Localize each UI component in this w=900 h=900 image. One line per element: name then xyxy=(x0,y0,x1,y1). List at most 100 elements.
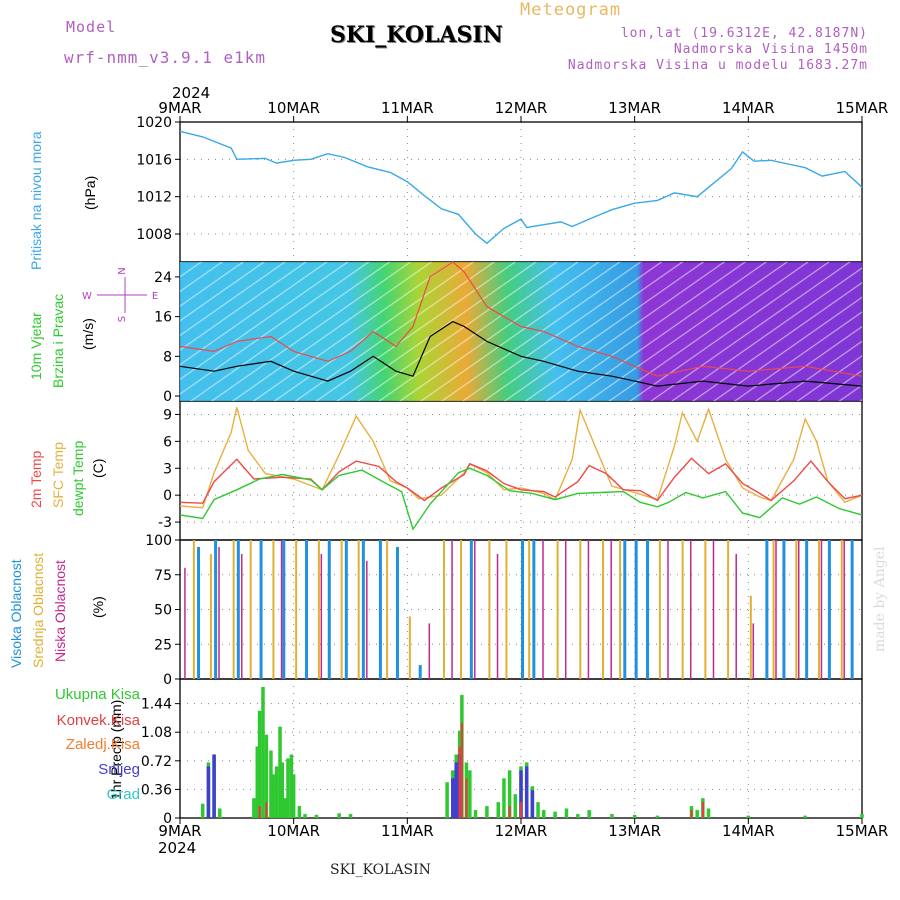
precip-total-bar xyxy=(280,762,285,818)
cloud-mid-bar xyxy=(272,540,275,679)
precip-total-bar xyxy=(297,806,302,818)
precip-total-bar xyxy=(706,808,711,818)
precip-total-bar xyxy=(271,774,275,818)
x-label-bottom: 13MAR xyxy=(608,822,661,840)
cloud-mid-bar xyxy=(840,540,843,679)
temp-frame xyxy=(179,400,863,541)
precip-total-bar xyxy=(536,802,540,818)
precip-total-bar xyxy=(632,814,637,818)
precip-conv-bar xyxy=(458,746,461,818)
footer-station: SKI_KOLASIN xyxy=(330,862,431,878)
precip-conv-bar xyxy=(465,778,468,818)
legend-frozen: Zaledj.Kisa xyxy=(65,736,140,753)
cloud-mid-bar xyxy=(488,540,491,679)
precip-total-bar xyxy=(314,814,319,818)
compass-n: N xyxy=(117,267,128,274)
compass-s: S xyxy=(117,316,128,322)
cloud-mid-bar xyxy=(528,540,531,679)
cloud-high-bar xyxy=(361,540,365,679)
cloud-low-bar xyxy=(797,540,800,679)
precip-total-bar xyxy=(513,794,518,818)
cloud-mid-bar xyxy=(209,553,212,679)
precip-total-bar xyxy=(252,798,256,818)
cloud-mid-bar xyxy=(442,540,445,679)
cloud-high-bar xyxy=(827,540,831,679)
precip-total-bar xyxy=(746,815,751,818)
cloud-low-bar xyxy=(474,540,476,679)
temp-ytick-label: 9 xyxy=(163,407,172,423)
cloud-low-bar xyxy=(366,560,368,679)
x-label-top: 15MAR xyxy=(836,99,889,117)
precip-conv-bar xyxy=(690,810,693,818)
precip-conv-bar xyxy=(460,722,463,818)
precip-snow-bar xyxy=(451,778,455,818)
precip-conv-bar xyxy=(519,802,523,818)
x-label-top: 13MAR xyxy=(608,99,661,117)
legend-total: Ukupna Kisa xyxy=(54,686,140,703)
precip-total-bar xyxy=(610,814,614,818)
precip-snow-bar xyxy=(206,766,211,818)
cloud-mid-bar xyxy=(749,595,752,679)
x-label-top: 14MAR xyxy=(722,99,775,117)
pressure-ytick-label: 1016 xyxy=(136,152,172,168)
cloud-low-bar xyxy=(587,540,590,679)
x-label-top: 12MAR xyxy=(495,99,548,117)
cloud-low-bar xyxy=(320,553,323,679)
cloud-high-bar xyxy=(623,540,627,679)
precip-conv-bar xyxy=(701,802,704,818)
pressure-ytick-label: 1008 xyxy=(136,227,172,243)
cloud-mid-bar xyxy=(681,540,684,679)
cloud-low-bar xyxy=(667,540,669,679)
cloud-ytick-label: 50 xyxy=(154,603,172,619)
station-title: SKI_KOLASIN xyxy=(330,22,503,48)
cloud-low-bar xyxy=(428,623,431,679)
precip-snow-bar xyxy=(212,754,216,818)
pressure-ytick-label: 1012 xyxy=(136,190,172,206)
cloud-low-bar xyxy=(241,553,243,679)
cloud-low-bar xyxy=(451,540,453,679)
legend-snow: Snijeg xyxy=(98,761,140,778)
model-altitude-info: Nadmorska Visina u modelu 1683.27m xyxy=(567,58,868,73)
precip-total-bar xyxy=(502,778,506,818)
precip-total-bar xyxy=(553,811,557,818)
x-label-bottom: 12MAR xyxy=(495,822,548,840)
model-label: Model xyxy=(66,18,117,36)
cloud-mid-bar xyxy=(357,540,360,679)
precip-conv-bar xyxy=(265,802,268,818)
precip-total-bar xyxy=(218,808,222,818)
cloud-mid-bar xyxy=(459,540,462,679)
cloud-high-bar xyxy=(646,540,650,679)
x-label-top: 10MAR xyxy=(267,99,320,117)
cloud-mid-bar xyxy=(619,540,622,679)
temp-ytick-label: -3 xyxy=(158,515,172,531)
cloud-mid-bar xyxy=(295,540,298,679)
wind-ytick-label: 0 xyxy=(163,389,172,405)
cloud-mid-bar xyxy=(232,540,235,679)
model-name: wrf-nmm_v3.9.1 e1km xyxy=(64,48,267,67)
cloud-mid-bar xyxy=(556,540,559,679)
precip-conv-bar xyxy=(508,806,511,818)
precip-snow-bar xyxy=(454,762,458,818)
precip-total-bar xyxy=(278,726,282,818)
cloud-low-bar xyxy=(496,553,499,679)
compass-e: E xyxy=(152,291,158,302)
cloud-high-bar xyxy=(521,540,524,679)
cloud-low-bar xyxy=(775,540,777,679)
x-label-top: 9MAR xyxy=(158,99,201,117)
precip-total-bar xyxy=(291,774,296,818)
x-label-bottom: 11MAR xyxy=(381,822,434,840)
cloud-high-bar xyxy=(418,665,422,679)
precip-total-bar xyxy=(257,710,262,818)
cloud-low-bar xyxy=(752,623,755,679)
precip-total-bar xyxy=(587,810,591,818)
cloud-mid-bar xyxy=(192,540,195,679)
precip-total-bar xyxy=(507,770,512,818)
precip-total-bar xyxy=(337,813,341,818)
temp-ytick-label: 6 xyxy=(163,434,172,450)
cloud-high-bar xyxy=(765,540,769,679)
cloud-ytick-label: 0 xyxy=(163,672,172,688)
precip-total-bar xyxy=(200,803,205,818)
precip-total-bar xyxy=(803,815,807,818)
cloud-mid-bar xyxy=(317,540,320,679)
